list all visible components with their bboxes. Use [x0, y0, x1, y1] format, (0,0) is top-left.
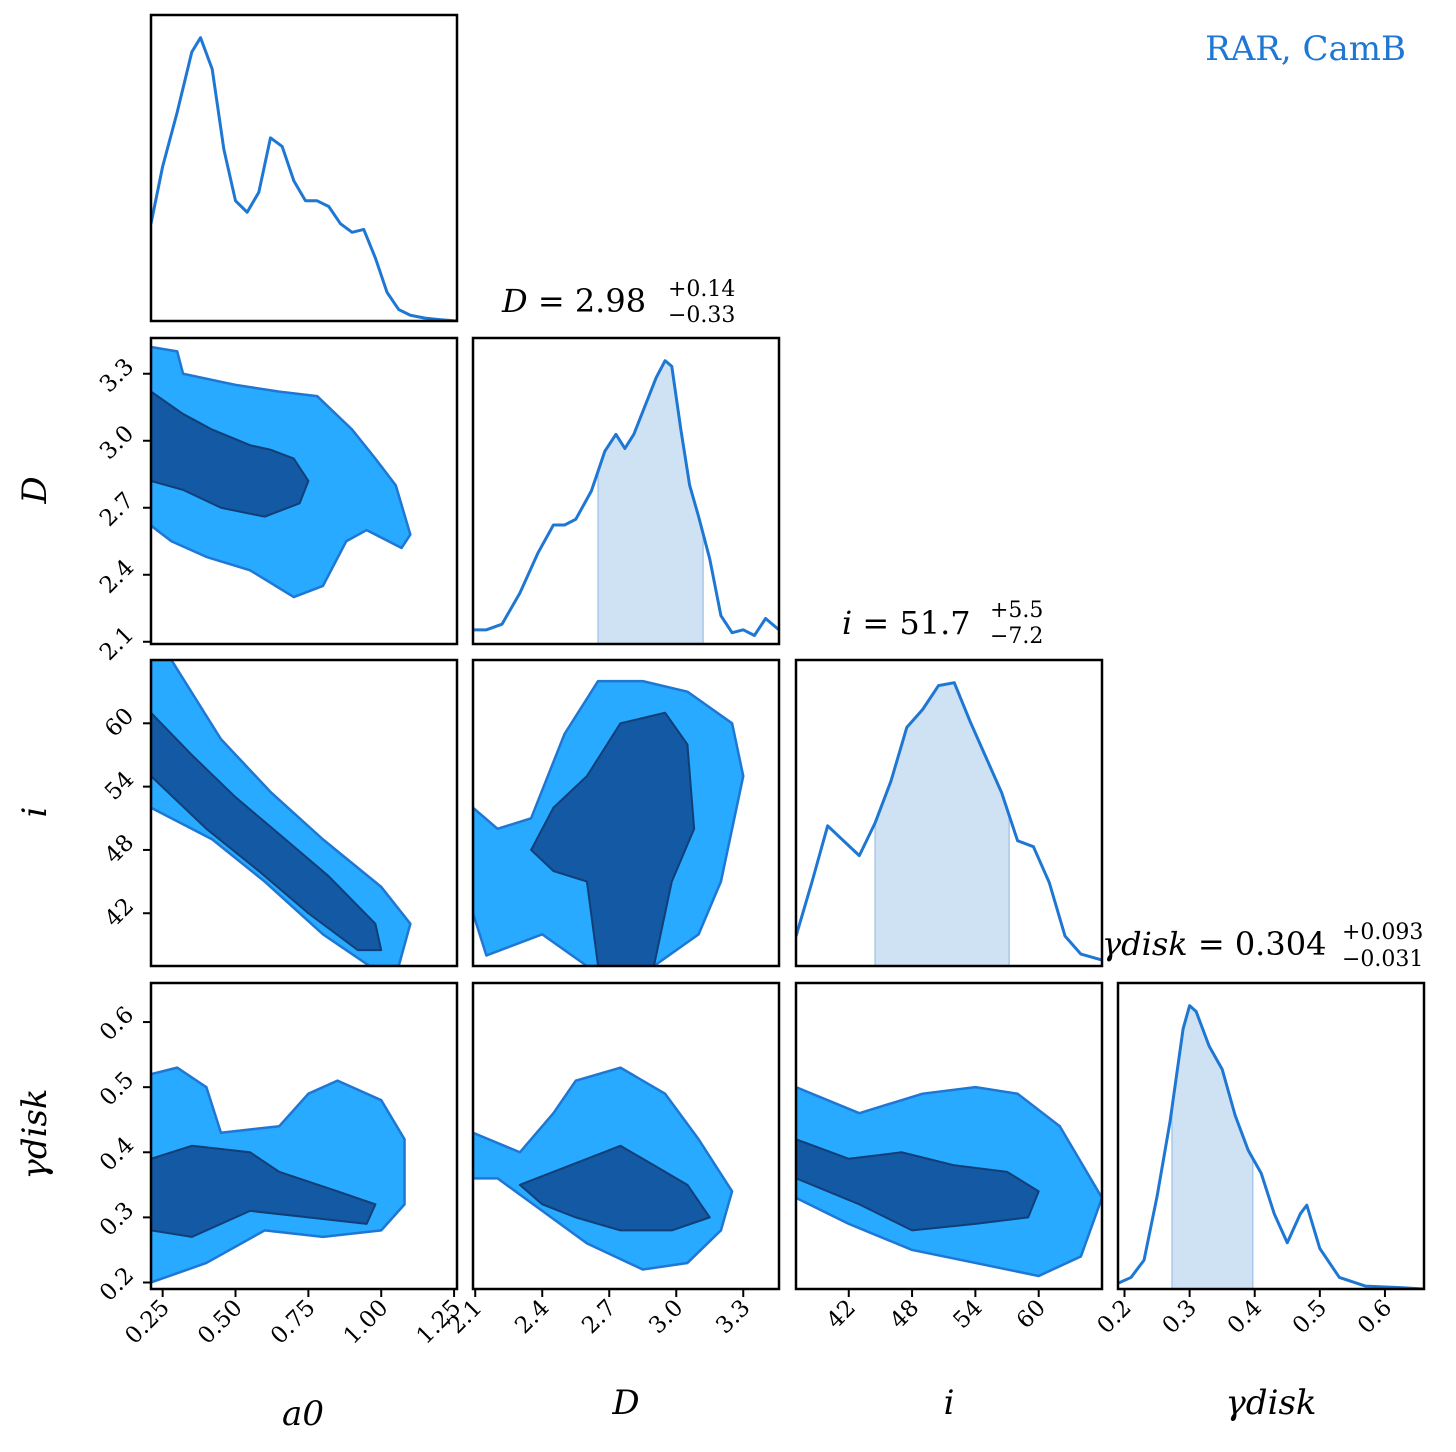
y-tick-label-i-3: 60: [100, 703, 139, 742]
title-gamma: γdisk = 0.304: [1102, 925, 1326, 963]
contour-panel-a0-gamma_disk: [151, 1066, 406, 1284]
x-tick-label-gamma_disk-1: 0.3: [1158, 1295, 1202, 1339]
density-line-a0: [151, 36, 457, 321]
frame-a0-i: [149, 658, 459, 968]
x-label-d: D: [611, 1383, 639, 1423]
contour-68-D-i: [530, 711, 696, 966]
title-gamma-minus: −0.031: [1342, 947, 1423, 972]
y-label-gamma: γdisk: [15, 1088, 55, 1179]
x-tick-label-i-3: 60: [1012, 1295, 1051, 1334]
contour-panel-D-i: [473, 679, 745, 966]
y-tick-label-gamma_disk-1: 0.3: [95, 1197, 139, 1241]
title-d: D = 2.98: [501, 282, 646, 320]
title-gamma-lhs: γdisk =: [1102, 925, 1235, 963]
x-tick-label-gamma_disk-0: 0.2: [1093, 1295, 1137, 1339]
contour-panel-i-gamma_disk: [796, 1085, 1102, 1278]
x-tick-label-gamma_disk-2: 0.4: [1223, 1295, 1267, 1339]
frame-marginal-D: [471, 336, 781, 646]
x-tick-label-D-2: 2.7: [577, 1295, 621, 1339]
contour-68-a0-D: [151, 390, 310, 518]
x-label-gamma: γdisk: [1225, 1383, 1316, 1423]
y-tick-label-D-0: 2.1: [95, 622, 139, 666]
x-tick-label-gamma_disk-3: 0.5: [1288, 1295, 1332, 1339]
title-i-plus: +5.5: [990, 598, 1043, 623]
x-label-i: i: [944, 1383, 955, 1423]
frame-marginal-a0: [149, 13, 459, 323]
title-i-minus: −7.2: [990, 624, 1043, 649]
y-tick-label-i-2: 54: [100, 766, 139, 805]
x-label-a0: a0: [282, 1394, 324, 1434]
x-tick-label-D-4: 3.3: [711, 1295, 755, 1339]
y-tick-label-i-0: 42: [100, 893, 139, 932]
y-tick-label-gamma_disk-2: 0.4: [95, 1132, 139, 1176]
frame-D-gamma_disk: [471, 981, 781, 1291]
y-label-d: D: [15, 476, 55, 504]
density-line-gamma_disk: [1118, 1004, 1424, 1289]
density-line-D: [473, 359, 779, 637]
x-tick-label-gamma_disk-4: 0.6: [1353, 1295, 1397, 1339]
contour-panel-a0-i: [151, 660, 412, 966]
title-gamma-plus: +0.093: [1342, 920, 1423, 945]
contour-panel-a0-D: [151, 345, 412, 599]
y-tick-label-gamma_disk-3: 0.5: [95, 1067, 139, 1111]
credible-interval-band-gamma_disk: [1171, 1005, 1254, 1289]
x-tick-label-i-1: 48: [885, 1295, 924, 1334]
marginal-D: [473, 359, 779, 644]
frame-a0-gamma_disk: [149, 981, 459, 1291]
title-i-value: 51.7: [899, 604, 970, 642]
marginal-i: [796, 681, 1102, 966]
y-tick-label-D-4: 3.3: [95, 354, 139, 398]
contour-68-a0-i: [151, 711, 383, 952]
title-d-plus: +0.14: [668, 277, 735, 302]
title-gamma-value: 0.304: [1235, 925, 1327, 963]
contour-68-D-gamma_disk: [518, 1144, 711, 1232]
y-tick-label-gamma_disk-0: 0.2: [95, 1262, 139, 1306]
title-d-value: 2.98: [575, 282, 646, 320]
credible-interval-band-i: [874, 681, 1010, 966]
frame-marginal-gamma_disk: [1116, 981, 1426, 1291]
marginal-gamma_disk: [1118, 1004, 1424, 1289]
x-tick-label-i-2: 54: [949, 1295, 988, 1334]
y-tick-label-D-3: 3.0: [95, 421, 139, 465]
x-tick-label-a0-0: 0.25: [120, 1295, 175, 1350]
contour-95-a0-i: [151, 660, 412, 966]
marginal-a0: [151, 36, 457, 321]
x-tick-label-i-0: 42: [822, 1295, 861, 1334]
y-tick-label-D-1: 2.4: [95, 555, 139, 599]
frame-a0-D: [149, 336, 459, 646]
title-d-minus: −0.33: [668, 303, 735, 328]
legend-label: RAR, CamB: [1205, 29, 1406, 69]
x-tick-label-a0-3: 1.00: [339, 1295, 394, 1350]
y-label-i: i: [15, 807, 55, 818]
x-tick-label-a0-2: 0.75: [266, 1295, 321, 1350]
credible-interval-band-D: [597, 359, 704, 644]
density-line-i: [796, 681, 1102, 962]
title-i-lhs: i =: [842, 604, 899, 642]
y-tick-label-D-2: 2.7: [95, 488, 139, 532]
y-tick-label-gamma_disk-4: 0.6: [95, 1002, 139, 1046]
y-tick-label-i-1: 48: [100, 830, 139, 869]
title-i: i = 51.7: [842, 604, 971, 642]
frame-i-gamma_disk: [794, 981, 1104, 1291]
contour-panel-D-gamma_disk: [473, 1066, 734, 1271]
contour-68-i-gamma_disk: [796, 1138, 1040, 1232]
frame-D-i: [471, 658, 781, 968]
contour-68-a0-gamma_disk: [151, 1144, 377, 1238]
title-d-lhs: D =: [501, 282, 575, 320]
x-tick-label-D-1: 2.4: [510, 1295, 554, 1339]
x-tick-label-a0-1: 0.50: [193, 1295, 248, 1350]
frame-marginal-i: [794, 658, 1104, 968]
x-tick-label-D-3: 3.0: [644, 1295, 688, 1339]
